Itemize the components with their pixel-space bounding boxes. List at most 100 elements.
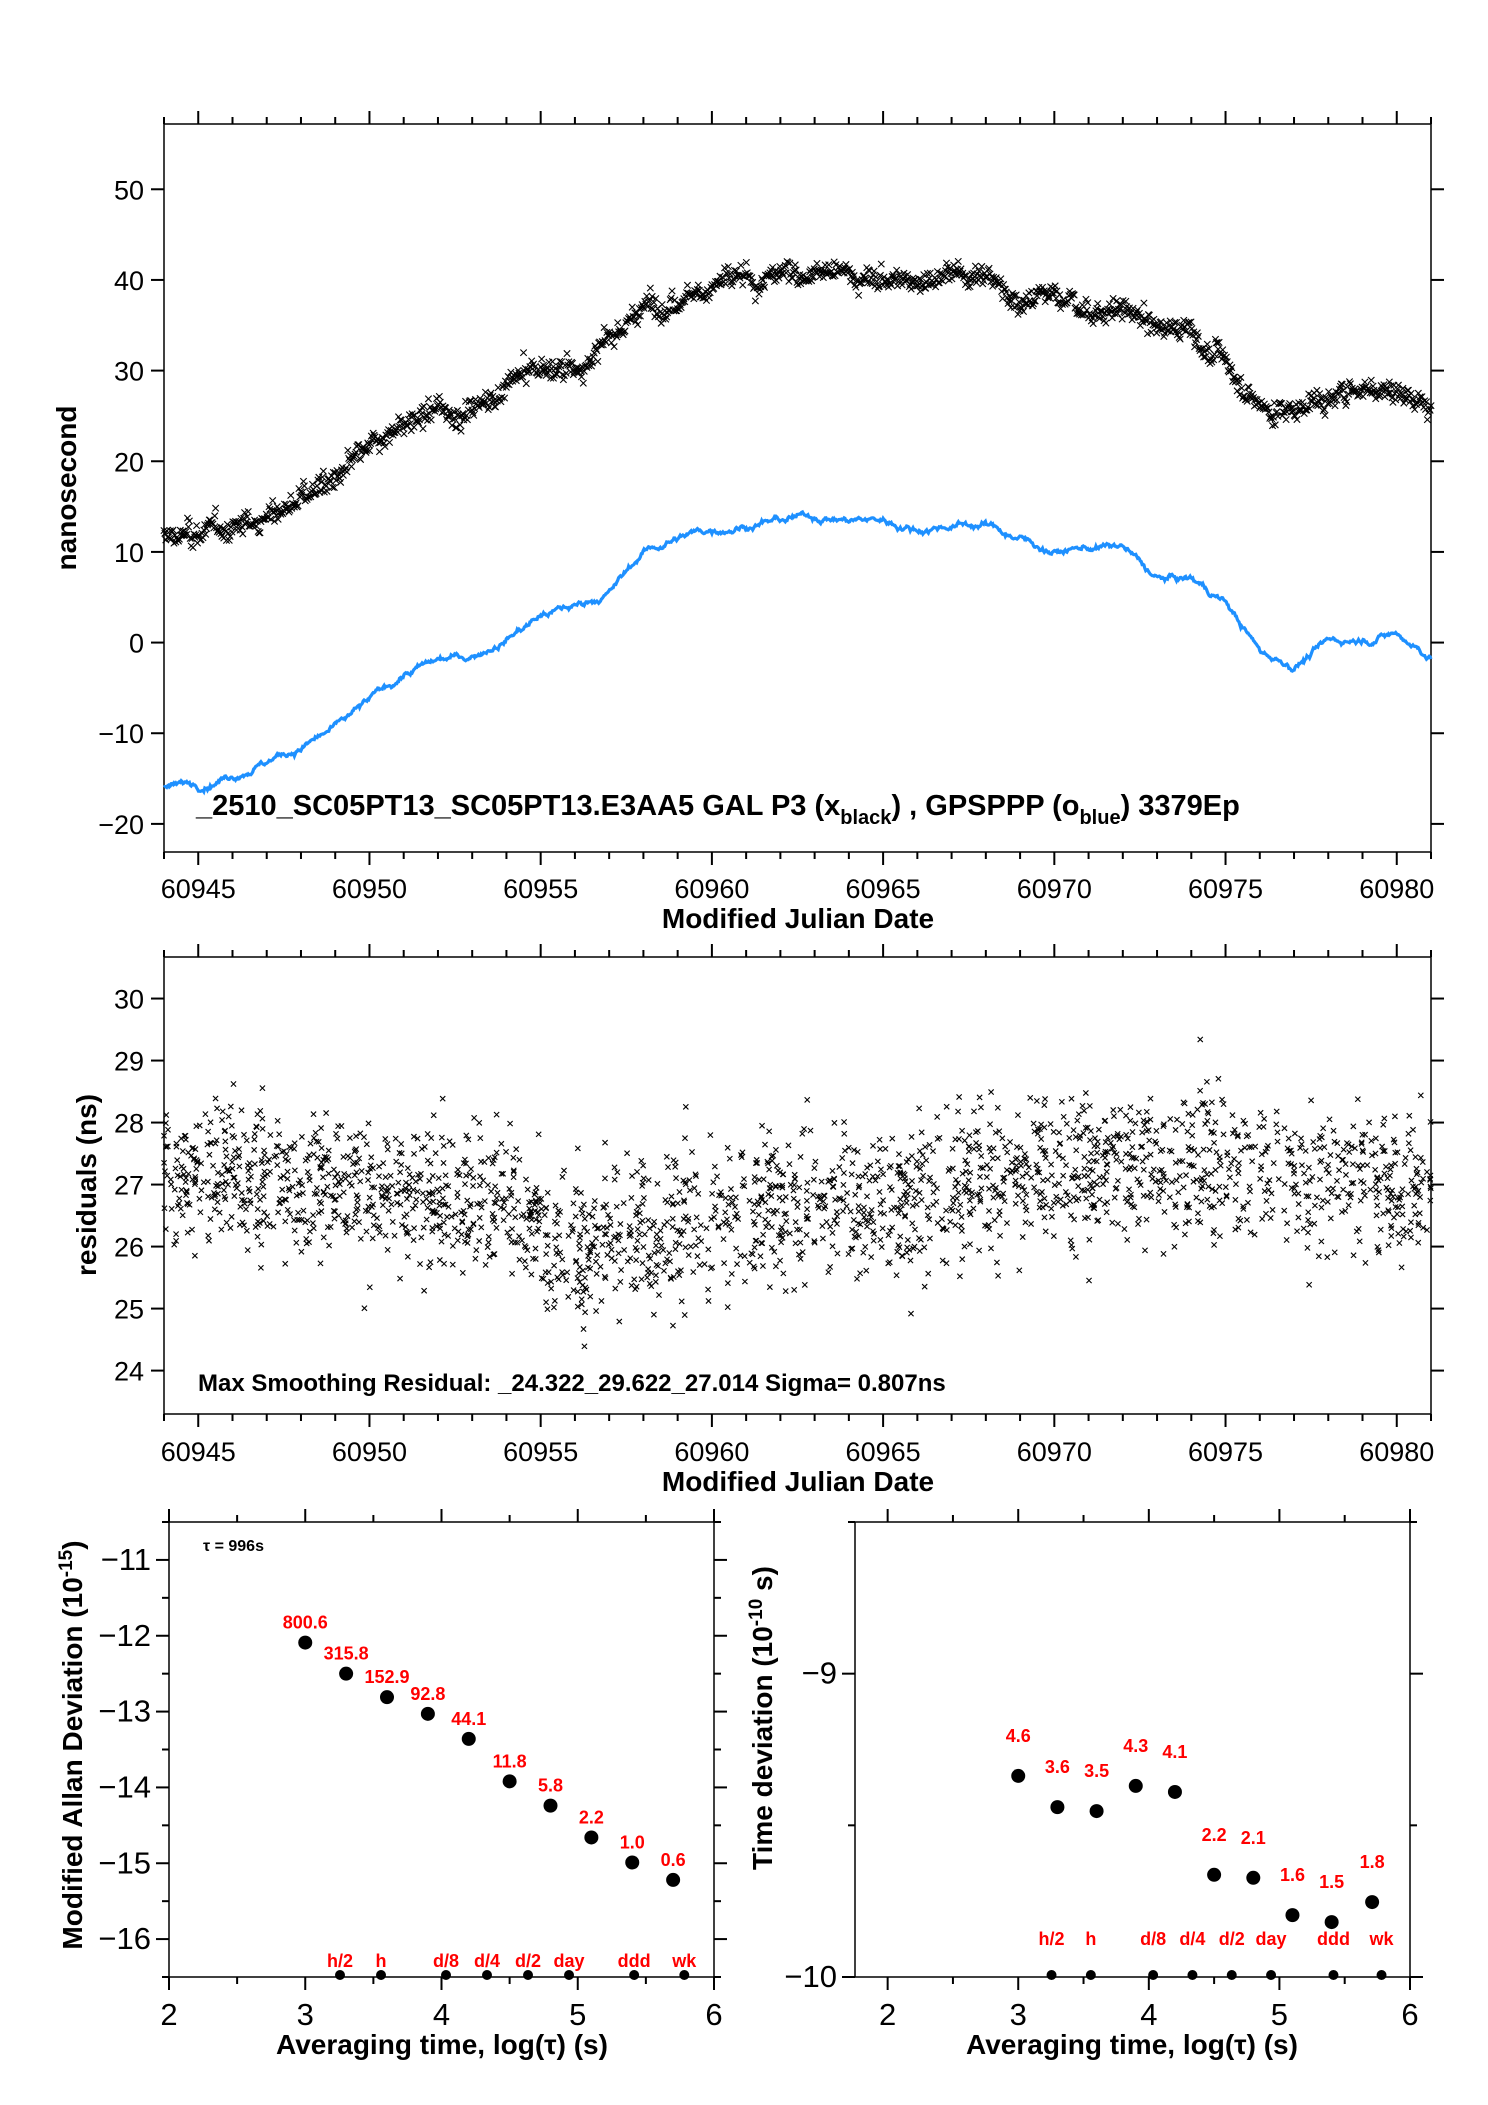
chart1-black-point [241,520,250,528]
chart2-residual-point [724,1216,730,1223]
chart1-black-point [610,342,618,351]
chart2-residual-point [1083,1195,1090,1202]
chart1-black-point [294,502,302,510]
chart1-black-point [916,287,924,296]
chart2-residual-point [852,1191,859,1198]
chart2-residual-point [819,1235,826,1242]
chart2-residual-point [899,1253,906,1260]
chart2-residual-point [1072,1134,1079,1140]
chart2-residual-point [636,1210,643,1217]
chart1-black-point [632,317,640,325]
chart1-black-point [739,281,747,289]
chart2-xlabel: Modified Julian Date [662,1466,934,1497]
chart2-residual-point [374,1215,381,1222]
chart2-residual-point [1198,1177,1205,1184]
chart2-residual-point [581,1343,588,1350]
chart3-interval-marker [482,1970,493,1980]
chart2-residual-point [229,1132,236,1139]
chart2-residual-point [604,1251,611,1258]
chart1-black-point [640,304,648,312]
chart2-residual-point [395,1179,402,1186]
chart2-residual-point [256,1220,263,1226]
chart1-black-point [1140,299,1148,307]
chart2-residual-point [434,1186,441,1193]
chart2-residual-point [334,1135,341,1142]
chart1-black-point [271,507,279,515]
chart2-residual-point [1234,1132,1241,1139]
chart2-residual-point [880,1171,887,1178]
chart2-residual-point [584,1244,591,1251]
chart2-residual-point [429,1189,436,1196]
chart2-residual-point [759,1122,766,1129]
chart2-residual-point [750,1218,757,1225]
chart2-residual-point [1012,1181,1019,1188]
chart2-residual-point [176,1195,183,1202]
chart2-residual-point [943,1260,950,1267]
chart2-residual-point [365,1177,372,1184]
chart2-residual-point [1222,1184,1229,1191]
chart2-residual-point [1427,1118,1434,1125]
chart1-black-point [1109,294,1117,303]
chart2-residual-point [1355,1162,1362,1169]
chart1-black-point [1316,394,1325,403]
chart2-residual-point [1234,1133,1241,1140]
chart2-x-tick-label: 60950 [332,1437,407,1467]
chart2-residual-point [778,1239,785,1246]
chart1-black-point [539,361,548,369]
chart1-black-point [593,347,601,355]
chart2-residual-point [726,1155,733,1162]
chart2-residual-point [410,1237,417,1244]
chart2-residual-point [523,1176,529,1183]
chart2-residual-point [230,1174,237,1181]
chart1-black-point [845,264,854,273]
chart2-residual-point [1215,1075,1222,1082]
chart2-residual-point [880,1197,887,1204]
chart2-residual-point [1249,1158,1256,1165]
chart2-residual-point [406,1192,413,1199]
chart2-residual-point [668,1275,675,1282]
chart2-residual-point [697,1222,704,1229]
chart2-residual-point [1036,1169,1043,1176]
chart2-residual-point [815,1204,822,1211]
chart2-residual-point [854,1275,861,1282]
chart3-interval-label: h/2 [327,1951,353,1971]
chart2-residual-point [955,1189,962,1196]
chart2-residual-point [1262,1148,1269,1155]
chart2-residual-point [592,1258,599,1265]
chart2-residual-point [672,1239,679,1246]
chart2-residual-point [535,1195,542,1202]
chart2-residual-point [1047,1121,1054,1128]
chart2-residual-point [1372,1181,1379,1188]
chart2-residual-point [1399,1211,1406,1218]
chart2-residual-point [986,1144,993,1151]
chart2-residual-point [1042,1096,1049,1103]
chart2-residual-point [445,1183,452,1190]
chart2-residual-point [1224,1149,1231,1156]
chart2-residual-point [777,1257,784,1264]
chart2-residual-point [470,1220,477,1227]
chart2-residual-point [589,1213,596,1220]
chart2-residual-point [276,1131,283,1138]
chart2-residual-point [330,1207,337,1214]
chart2-residual-point [421,1287,428,1294]
chart2-residual-point [943,1103,950,1110]
chart2-residual-point [191,1181,198,1188]
chart2-residual-point [465,1136,472,1143]
chart2-residual-point [518,1213,525,1220]
chart2-residual-point [572,1213,579,1220]
chart2-residual-point [509,1225,516,1232]
chart2-residual-point [782,1229,789,1236]
chart2-residual-point [1063,1201,1070,1208]
chart2-residual-point [803,1231,810,1238]
chart2-residual-point [1382,1163,1389,1170]
chart2-residual-point [351,1172,358,1179]
chart2-residual-point [327,1223,334,1230]
chart1-black-point [668,287,676,295]
chart2-residual-point [219,1171,226,1178]
chart2-residual-point [1179,1158,1186,1165]
chart2-residual-point [1073,1147,1080,1154]
chart2-residual-point [1166,1194,1173,1201]
chart2-residual-point [429,1228,436,1235]
chart2-residual-point [847,1208,854,1215]
chart2-residual-point [634,1237,641,1244]
